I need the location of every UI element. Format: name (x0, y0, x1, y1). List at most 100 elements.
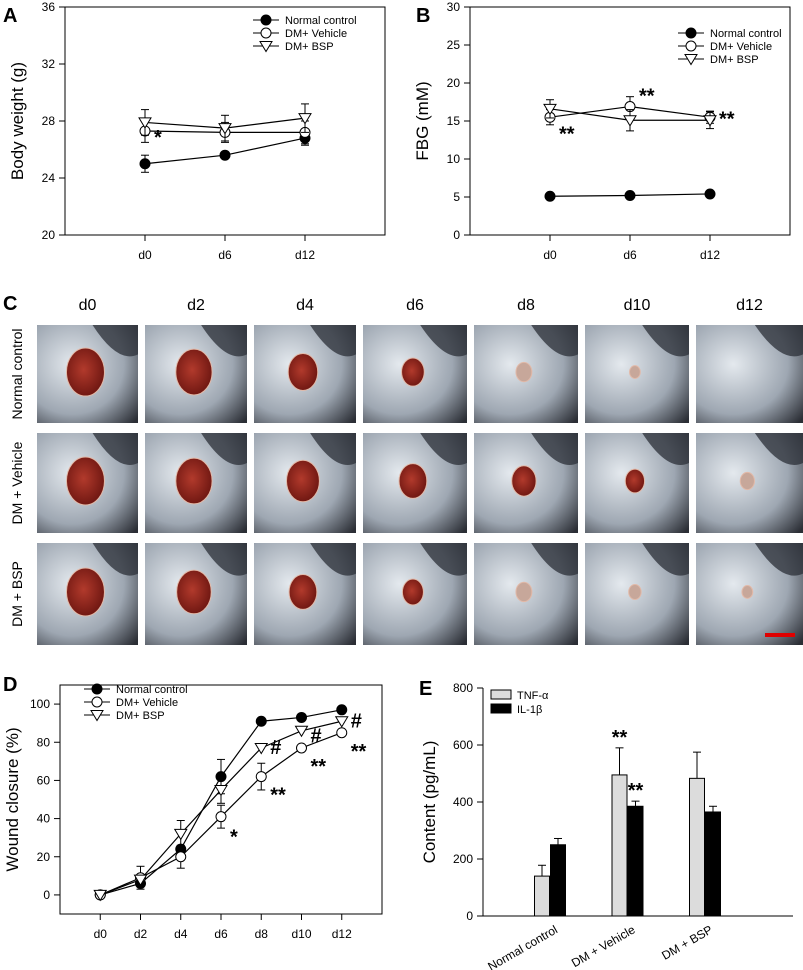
wound-area (176, 569, 212, 615)
legend-marker (91, 683, 103, 695)
x-tick-label: d0 (138, 248, 152, 262)
data-point (173, 828, 188, 841)
y-tick-label: 800 (453, 681, 473, 695)
wound-area (739, 471, 755, 491)
legend-marker (685, 27, 697, 39)
x-tick-label: d12 (332, 927, 352, 941)
data-point (336, 704, 348, 716)
legend-label: TNF-α (517, 690, 549, 702)
dark-fur-patch (201, 543, 247, 576)
panel-letter-C: C (3, 293, 17, 315)
y-tick-label: 0 (453, 228, 460, 242)
data-point (336, 727, 348, 739)
legend-marker (685, 40, 697, 52)
data-point (543, 103, 557, 116)
x-tick-label: d6 (218, 248, 232, 262)
legend-label: DM+ BSP (285, 41, 334, 53)
dark-fur-patch (531, 543, 578, 576)
significance-mark: ** (311, 756, 327, 778)
significance-mark: ** (628, 780, 644, 802)
data-point (255, 771, 267, 783)
dark-fur-patch (754, 433, 803, 465)
wound-area (515, 361, 533, 383)
bar (689, 777, 705, 917)
wound-area (624, 468, 646, 494)
significance-mark: * (154, 127, 162, 149)
y-axis-label: Wound closure (%) (3, 727, 22, 871)
y-tick-label: 40 (37, 812, 51, 826)
x-tick-label: d2 (134, 927, 148, 941)
dark-fur-patch (201, 433, 247, 465)
data-point (334, 716, 349, 728)
wound-area (287, 353, 319, 392)
dark-fur-patch (420, 325, 467, 357)
data-point (254, 742, 269, 755)
chart-fbg: B 0 5 10 15 20 25 30 d0 d6 d12 FBG (mM) ** ** ** Normal… (413, 0, 791, 262)
y-tick-label: 80 (37, 735, 51, 749)
legend-label: Normal control (710, 28, 782, 40)
legend-label: Normal control (285, 15, 357, 27)
dark-fur-patch (92, 433, 138, 465)
significance-mark: # (311, 726, 322, 748)
dark-fur-patch (310, 325, 356, 357)
y-tick-label: 20 (42, 228, 56, 242)
significance-mark: ** (612, 727, 628, 749)
legend-marker (259, 41, 273, 53)
bar (627, 805, 644, 917)
wound-area (629, 365, 641, 379)
dark-fur-patch (201, 325, 247, 357)
legend-label: DM+ Vehicle (116, 697, 178, 709)
x-tick-label: d0 (543, 248, 557, 262)
data-point (294, 725, 309, 738)
x-tick-label: d6 (214, 927, 228, 941)
x-tick-label: d12 (700, 248, 720, 262)
x-tick-label: Normal control (485, 922, 560, 970)
y-tick-label: 32 (42, 57, 56, 71)
dark-fur-patch (310, 433, 356, 465)
data-point (219, 149, 231, 161)
legend-label: IL-1β (517, 704, 542, 716)
panel-letter-B: B (416, 5, 430, 27)
day-label: d12 (736, 297, 763, 314)
significance-mark: ** (719, 108, 735, 130)
bar (705, 811, 721, 917)
legend-marker (260, 27, 272, 39)
y-tick-label: 400 (453, 795, 473, 809)
day-label: d10 (624, 297, 651, 314)
chart-wound-closure: D 0 20 40 60 80 100 d0 d2 d4 d6 d8 d10 d12 Wound closu… (3, 674, 383, 941)
wound-area (175, 348, 213, 396)
row-label: Normal control (9, 328, 25, 419)
legend-label: DM+ Vehicle (285, 28, 347, 40)
y-axis-label: Body weight (g) (8, 62, 27, 180)
panel-letter-E: E (419, 678, 432, 700)
y-tick-label: 0 (466, 909, 473, 923)
wound-area (175, 457, 213, 505)
y-tick-label: 28 (42, 114, 56, 128)
dark-fur-patch (642, 433, 689, 465)
y-tick-label: 200 (453, 852, 473, 866)
chart-body-weight: A 20 24 28 32 36 d0 d6 d12 Body weight (g) * Normal… (3, 0, 386, 262)
data-point (298, 113, 312, 125)
legend-marker (260, 14, 272, 26)
x-tick-label: d10 (291, 927, 311, 941)
x-tick-label: DM + Vehicle (569, 922, 638, 970)
significance-mark: ** (270, 785, 286, 807)
wound-area (288, 574, 318, 610)
day-label: d0 (79, 297, 97, 314)
chart-cytokine-content: E 0 200 400 600 800 Content (pg/mL) Normal cont… (419, 678, 793, 970)
data-point (133, 874, 148, 887)
dark-fur-patch (754, 543, 803, 576)
wound-area (511, 465, 537, 497)
data-point (703, 115, 717, 127)
legend-marker (91, 696, 103, 708)
data-point (93, 889, 108, 902)
y-tick-label: 100 (30, 697, 50, 711)
row-label: DM + BSP (9, 561, 25, 627)
wound-area (401, 578, 424, 606)
data-point (704, 188, 716, 200)
data-point (215, 811, 227, 823)
day-label: d2 (187, 297, 205, 314)
bar (611, 774, 628, 917)
legend-marker (684, 54, 698, 66)
